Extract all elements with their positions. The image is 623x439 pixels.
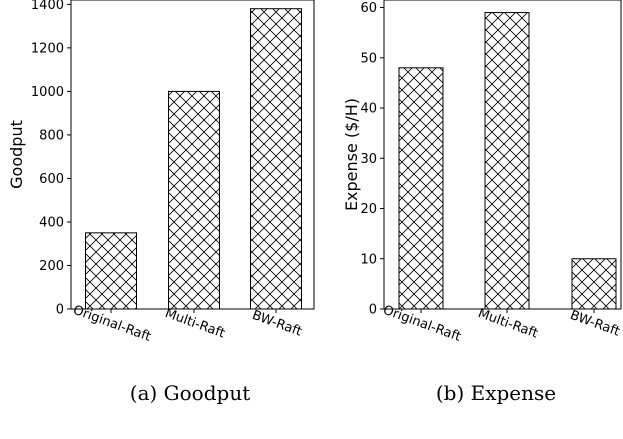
chart-goodput-ytick-label-1: 200 <box>39 259 64 274</box>
chart-goodput-yticks: 0 200 400 600 800 1000 1200 1400 <box>31 0 71 318</box>
chart-expense-caption: (b) Expense <box>436 381 556 405</box>
chart-expense-bar-0 <box>398 67 444 310</box>
chart-goodput-bar-1 <box>168 90 220 310</box>
chart-expense-ytick-label-1: 10 <box>360 252 377 267</box>
chart-goodput-ytick-label-5: 1000 <box>31 85 64 100</box>
chart-expense-ytick-label-3: 30 <box>360 152 377 167</box>
chart-expense-ytick-label-6: 60 <box>360 1 377 16</box>
chart-goodput-ytick-label-2: 400 <box>39 215 64 230</box>
chart-goodput-ytick-label-4: 800 <box>39 128 64 143</box>
chart-expense-bars <box>398 12 617 310</box>
chart-expense-bar-2 <box>571 258 617 310</box>
chart-goodput-caption: (a) Goodput <box>130 381 250 405</box>
chart-goodput-bar-2 <box>250 8 302 310</box>
chart-goodput-ytick-label-6: 1200 <box>31 41 64 56</box>
chart-expense-ytick-label-2: 20 <box>360 202 377 217</box>
chart-goodput-frame <box>70 0 315 310</box>
chart-expense-bar-1 <box>484 12 530 310</box>
chart-expense-frame <box>383 0 622 310</box>
chart-expense-xtick-label-2: BW-Raft <box>568 308 622 340</box>
chart-goodput-xtick-label-1: Multi-Raft <box>163 306 227 342</box>
chart-expense-ytick-label-4: 40 <box>360 102 377 117</box>
chart-goodput-ytick-label-7: 1400 <box>31 0 64 13</box>
chart-goodput-ytick-label-3: 600 <box>39 172 64 187</box>
chart-goodput-ytick-label-0: 0 <box>56 303 64 318</box>
chart-goodput-bar-0 <box>85 232 137 310</box>
chart-expense-xtick-label-1: Multi-Raft <box>476 306 540 342</box>
chart-goodput-xtick-label-2: BW-Raft <box>250 308 304 340</box>
chart-expense-ylabel: Expense ($/H) <box>342 98 361 211</box>
chart-expense-yticks: 0 10 20 30 40 50 60 <box>360 1 384 318</box>
chart-goodput-bars <box>85 8 302 310</box>
chart-expense-ytick-label-5: 50 <box>360 51 377 66</box>
chart-goodput-ylabel: Goodput <box>7 120 26 189</box>
chart-expense-ytick-label-0: 0 <box>369 303 377 318</box>
